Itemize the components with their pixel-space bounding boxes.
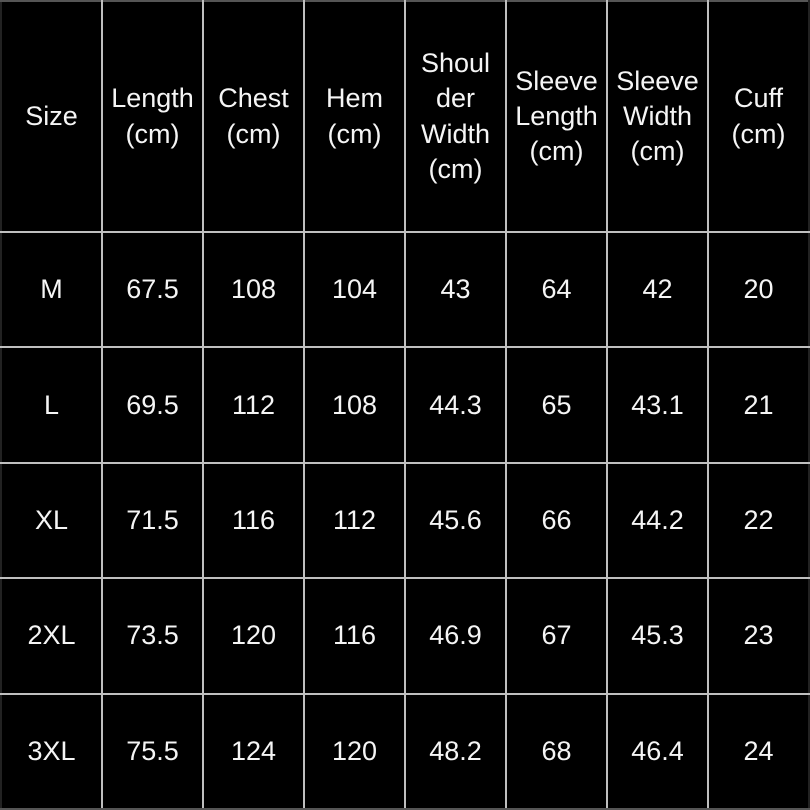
measurement-cell: 68 <box>505 692 608 810</box>
column-header-chest: Chest (cm) <box>202 0 305 233</box>
measurement-cell: 43 <box>404 230 507 349</box>
measurement-cell: 45.3 <box>606 577 709 695</box>
measurement-cell: 67.5 <box>101 230 204 349</box>
column-header-cuff: Cuff (cm) <box>707 0 810 233</box>
measurement-cell: 67 <box>505 577 608 695</box>
measurement-cell: 69.5 <box>101 346 204 464</box>
measurement-cell: 46.9 <box>404 577 507 695</box>
measurement-cell: 104 <box>303 230 406 349</box>
measurement-cell: 120 <box>303 692 406 810</box>
measurement-cell: 112 <box>202 346 305 464</box>
measurement-cell: 65 <box>505 346 608 464</box>
measurement-cell: 108 <box>303 346 406 464</box>
column-header-size: Size <box>0 0 103 233</box>
measurement-cell: 45.6 <box>404 461 507 580</box>
measurement-cell: 22 <box>707 461 810 580</box>
measurement-cell: 112 <box>303 461 406 580</box>
column-header-hem: Hem (cm) <box>303 0 406 233</box>
table-row-3xl: 3XL 75.5 124 120 48.2 68 46.4 24 <box>0 692 810 810</box>
measurement-cell: 46.4 <box>606 692 709 810</box>
measurement-cell: 23 <box>707 577 810 695</box>
size-cell: 3XL <box>0 692 103 810</box>
measurement-cell: 116 <box>303 577 406 695</box>
measurement-cell: 43.1 <box>606 346 709 464</box>
size-cell: XL <box>0 461 103 580</box>
measurement-cell: 75.5 <box>101 692 204 810</box>
measurement-cell: 73.5 <box>101 577 204 695</box>
table-row-2xl: 2XL 73.5 120 116 46.9 67 45.3 23 <box>0 577 810 695</box>
header-row: Size Length (cm) Chest (cm) Hem (cm) Sho… <box>0 0 810 233</box>
measurement-cell: 44.3 <box>404 346 507 464</box>
measurement-cell: 20 <box>707 230 810 349</box>
measurement-cell: 21 <box>707 346 810 464</box>
measurement-cell: 42 <box>606 230 709 349</box>
measurement-cell: 124 <box>202 692 305 810</box>
measurement-cell: 48.2 <box>404 692 507 810</box>
measurement-cell: 108 <box>202 230 305 349</box>
table-row-m: M 67.5 108 104 43 64 42 20 <box>0 230 810 349</box>
column-header-shoulder-width: Shoulder Width (cm) <box>404 0 507 233</box>
size-cell: L <box>0 346 103 464</box>
measurement-cell: 66 <box>505 461 608 580</box>
measurement-cell: 24 <box>707 692 810 810</box>
size-cell: M <box>0 230 103 349</box>
measurement-cell: 64 <box>505 230 608 349</box>
measurement-cell: 44.2 <box>606 461 709 580</box>
table-row-l: L 69.5 112 108 44.3 65 43.1 21 <box>0 346 810 464</box>
size-chart-body: M 67.5 108 104 43 64 42 20 L 69.5 112 10… <box>0 230 810 810</box>
size-chart-header: Size Length (cm) Chest (cm) Hem (cm) Sho… <box>0 0 810 233</box>
size-cell: 2XL <box>0 577 103 695</box>
measurement-cell: 120 <box>202 577 305 695</box>
table-row-xl: XL 71.5 116 112 45.6 66 44.2 22 <box>0 461 810 580</box>
column-header-sleeve-width: Sleeve Width (cm) <box>606 0 709 233</box>
measurement-cell: 116 <box>202 461 305 580</box>
column-header-length: Length (cm) <box>101 0 204 233</box>
column-header-sleeve-length: Sleeve Length (cm) <box>505 0 608 233</box>
measurement-cell: 71.5 <box>101 461 204 580</box>
